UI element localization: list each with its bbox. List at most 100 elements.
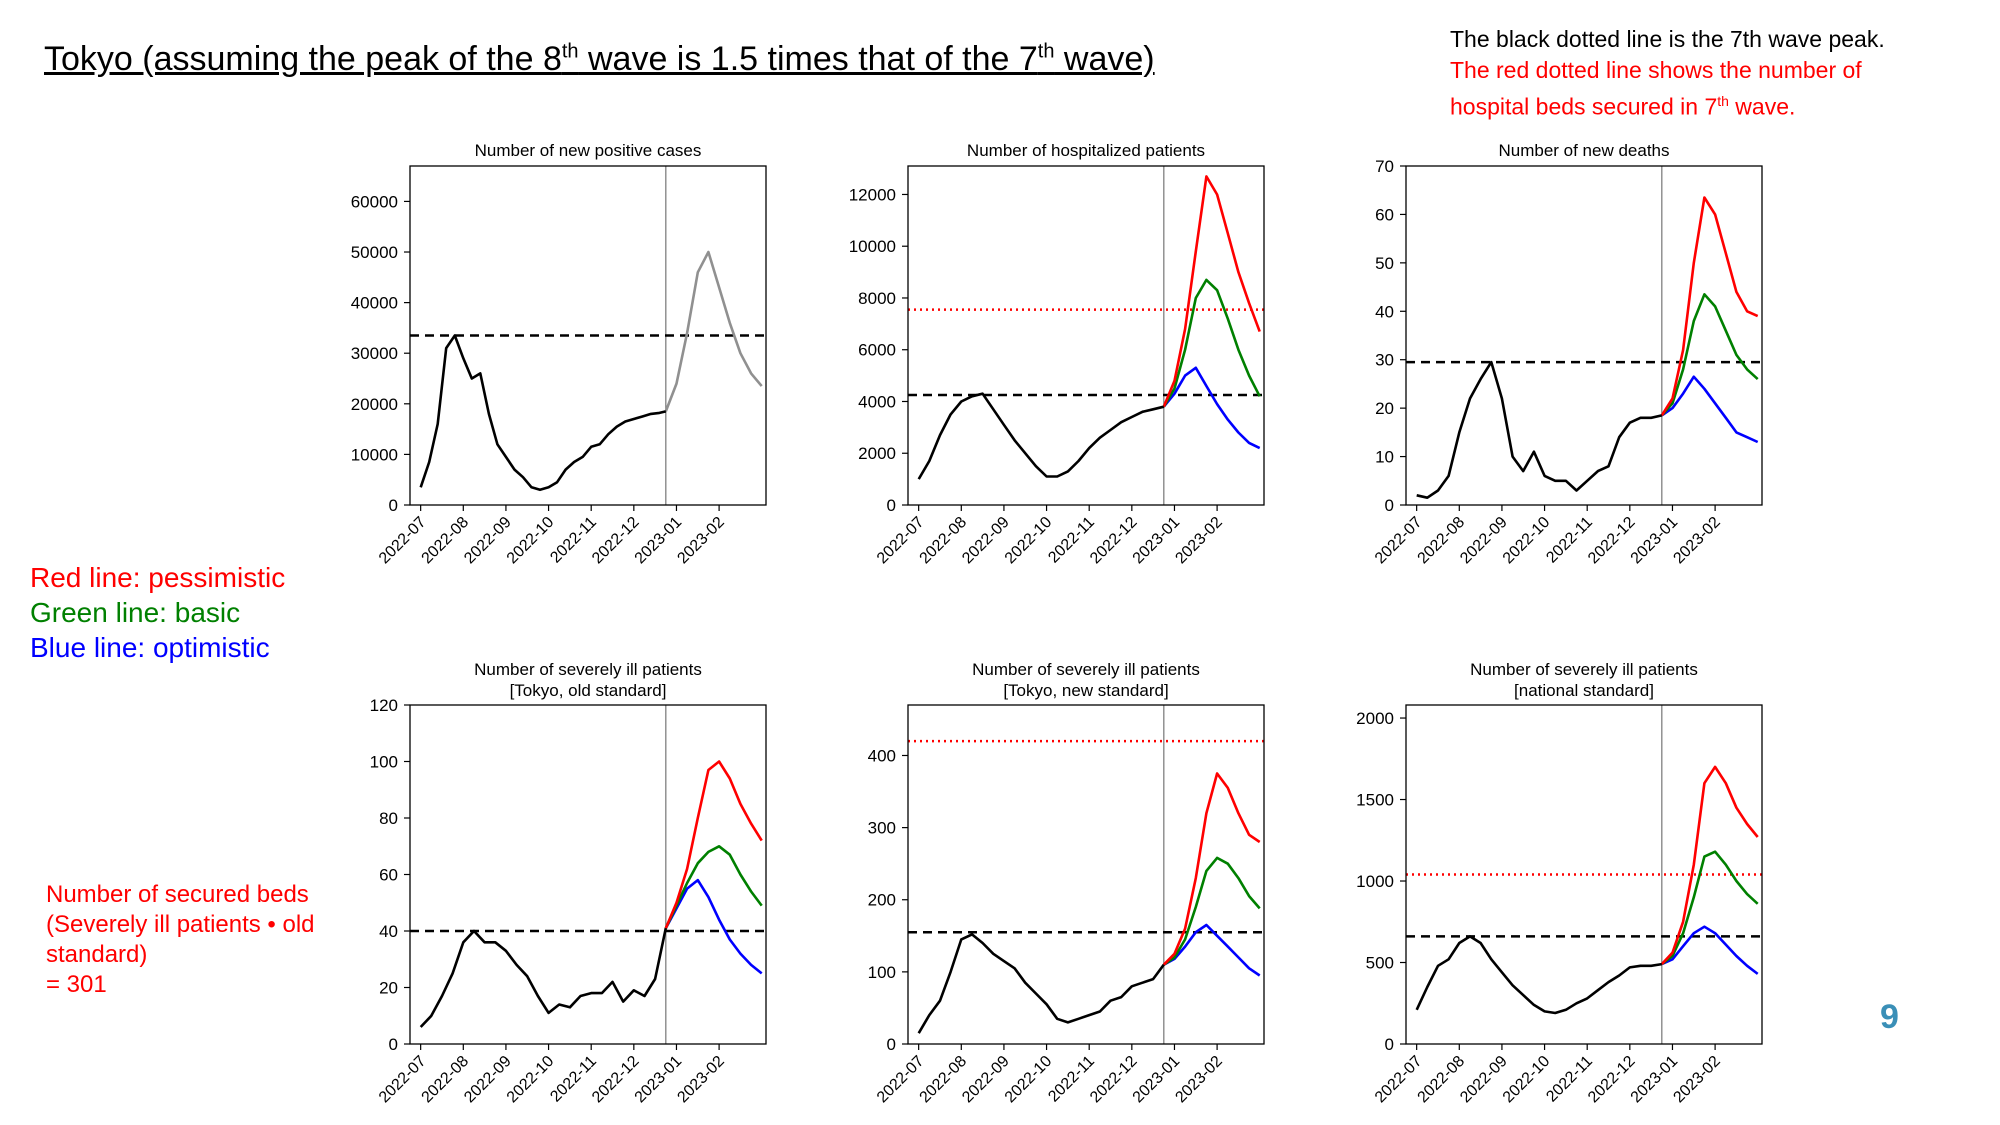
slide-title: Tokyo (assuming the peak of the 8th wave…: [44, 40, 1155, 78]
chart-title: Number of severely ill patients: [972, 660, 1200, 679]
beds-line-explanation-2: hospital beds secured in 7th wave.: [1450, 93, 1796, 120]
y-tick-label: 300: [868, 819, 896, 838]
chart-panel-4: Number of severely ill patients [Tokyo, o…: [370, 660, 767, 1107]
y-tick-label: 2000: [1356, 709, 1394, 728]
x-tick-label: 2022-10: [1500, 1053, 1554, 1107]
chart-panel-6: Number of severely ill patients [national…: [1356, 660, 1763, 1107]
y-tick-label: 80: [379, 809, 398, 828]
y-tick-label: 12000: [849, 185, 896, 204]
secured-beds-line-2: (Severely ill patients • old: [46, 911, 315, 938]
y-tick-label: 400: [868, 746, 896, 765]
beds-line-explanation-1: The red dotted line shows the number of: [1450, 57, 1862, 83]
y-tick-label: 20: [379, 979, 398, 998]
plot-frame: [907, 165, 1265, 506]
x-tick-label: 2023-02: [1172, 1053, 1226, 1107]
actual-line: [419, 927, 668, 1028]
wave7-peak-explanation: The black dotted line is the 7th wave pe…: [1450, 26, 1885, 52]
x-tick-label: 2022-10: [1500, 514, 1554, 568]
basic-line: [1163, 856, 1261, 966]
actual-line: [1415, 935, 1663, 1015]
chart-title: Number of hospitalized patients: [967, 141, 1205, 160]
y-tick-label: 0: [389, 496, 398, 515]
chart-subtitle: [national standard]: [1514, 681, 1654, 700]
y-tick-label: 0: [887, 496, 896, 515]
y-tick-label: 40000: [351, 294, 398, 313]
y-tick-label: 40: [379, 922, 398, 941]
optimistic-line: [664, 878, 763, 975]
y-tick-label: 0: [1385, 1035, 1394, 1054]
y-tick-label: 4000: [858, 392, 896, 411]
y-tick-label: 0: [389, 1035, 398, 1054]
line-explanation-note: The black dotted line is the 7th wave pe…: [1450, 24, 1885, 123]
y-tick-label: 0: [1385, 496, 1394, 515]
y-tick-label: 200: [868, 891, 896, 910]
plot-frame: [907, 704, 1265, 1045]
y-tick-label: 20000: [351, 395, 398, 414]
optimistic-line: [1162, 366, 1261, 450]
chart-panel-2: Number of hospitalized patients 0 2000 4000…: [849, 141, 1265, 568]
y-tick-label: 60: [379, 866, 398, 885]
y-tick-label: 10000: [351, 445, 398, 464]
basic-line: [1661, 850, 1759, 966]
y-tick-label: 10: [1375, 448, 1394, 467]
y-tick-label: 100: [868, 963, 896, 982]
chart-title: Number of new deaths: [1498, 141, 1669, 160]
actual-line: [917, 392, 1165, 480]
basic-line: [664, 845, 763, 929]
page-number: 9: [1880, 998, 1899, 1036]
chart-title: Number of severely ill patients: [1470, 660, 1698, 679]
y-tick-label: 1000: [1356, 872, 1394, 891]
plot-frame: [1405, 165, 1763, 506]
chart-panel-5: Number of severely ill patients [Tokyo, n…: [868, 660, 1265, 1107]
pessimistic-line: [664, 760, 763, 929]
plot-frame: [409, 165, 767, 506]
x-tick-label: 2023-02: [1670, 1053, 1724, 1107]
y-tick-label: 100: [370, 753, 398, 772]
y-tick-label: 2000: [858, 444, 896, 463]
y-tick-label: 60: [1375, 205, 1394, 224]
y-tick-label: 20: [1375, 399, 1394, 418]
plot-frame: [1405, 704, 1763, 1045]
legend-optimistic: Blue line: optimistic: [30, 632, 270, 663]
y-tick-label: 10000: [849, 237, 896, 256]
x-tick-label: 2022-10: [1002, 1053, 1056, 1107]
pessimistic-line: [1660, 196, 1759, 417]
chart-title: Number of new positive cases: [475, 141, 702, 160]
secured-beds-line-4: = 301: [46, 971, 107, 998]
chart-subtitle: [Tokyo, old standard]: [510, 681, 667, 700]
y-tick-label: 30000: [351, 344, 398, 363]
plot-frame: [409, 704, 767, 1045]
x-tick-label: 2022-10: [504, 1053, 558, 1107]
secured-beds-line-1: Number of secured beds: [46, 881, 309, 908]
actual-line: [419, 334, 667, 492]
pessimistic-line: [1162, 175, 1261, 408]
secured-beds-line-3: standard): [46, 941, 148, 968]
y-tick-label: 30: [1375, 351, 1394, 370]
y-tick-label: 0: [887, 1035, 896, 1054]
x-tick-label: 2023-02: [1172, 514, 1226, 568]
y-tick-label: 8000: [858, 289, 896, 308]
y-tick-label: 40: [1375, 302, 1394, 321]
y-tick-label: 500: [1366, 954, 1394, 973]
x-tick-label: 2022-10: [504, 514, 558, 568]
projection-line: [664, 250, 763, 412]
actual-line: [1416, 360, 1663, 499]
x-tick-label: 2023-02: [674, 514, 728, 568]
x-tick-label: 2023-02: [1670, 514, 1724, 568]
secured-beds-note: Number of secured beds (Severely ill pat…: [46, 880, 346, 1000]
y-tick-label: 70: [1375, 157, 1394, 176]
y-tick-label: 1500: [1356, 791, 1394, 810]
chart-title: Number of severely ill patients: [474, 660, 702, 679]
y-tick-label: 60000: [351, 192, 398, 211]
y-tick-label: 50: [1375, 254, 1394, 273]
chart-subtitle: [Tokyo, new standard]: [1003, 681, 1168, 700]
x-tick-label: 2023-02: [674, 1053, 728, 1107]
scenario-legend: Red line: pessimistic Green line: basic …: [30, 560, 285, 665]
chart-panel-1: Number of new positive cases 0 10000 20000 3…: [351, 141, 767, 568]
optimistic-line: [1661, 375, 1759, 444]
chart-panel-3: Number of new deaths 0 10 20 30 40 50 60 70 2022-…: [1372, 141, 1763, 568]
optimistic-line: [1661, 925, 1759, 975]
basic-line: [1162, 278, 1261, 408]
y-tick-label: 120: [370, 696, 398, 715]
